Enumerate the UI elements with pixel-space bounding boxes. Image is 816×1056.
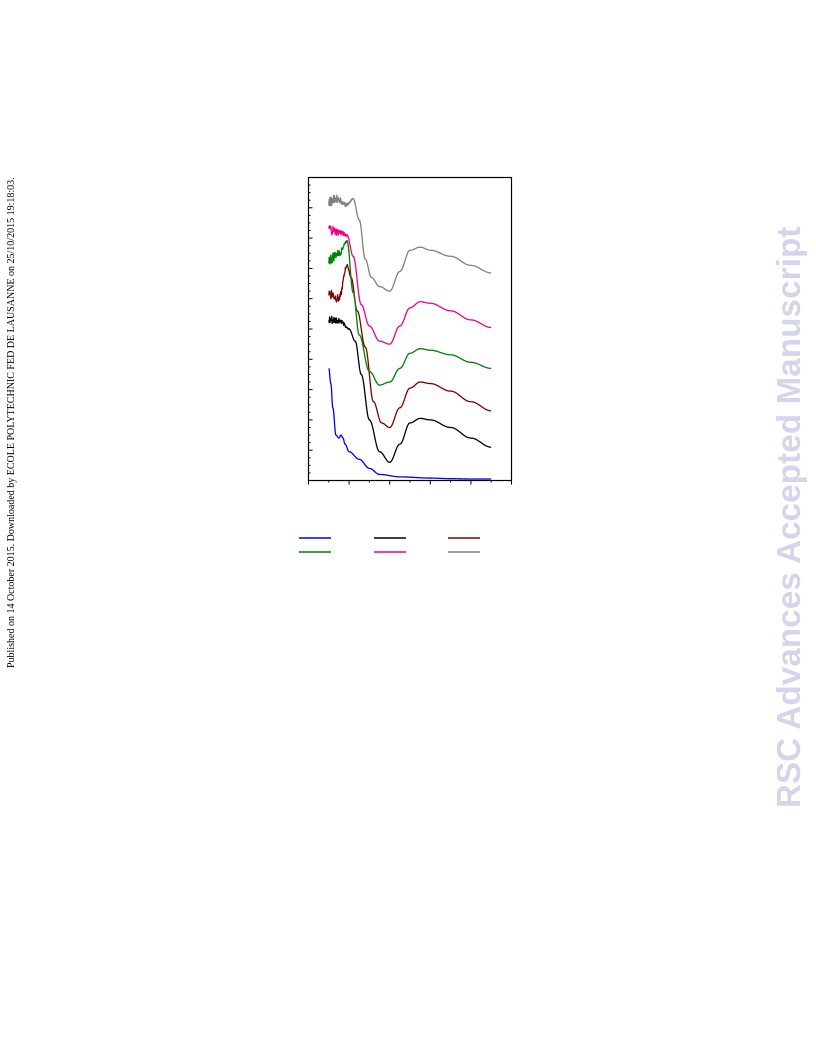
series-line-4: [328, 239, 492, 386]
series-line-1: [328, 367, 492, 480]
series-line-2: [328, 315, 492, 463]
chart-series-group: [328, 194, 492, 480]
legend: [299, 537, 480, 553]
plot-frame: [307, 176, 513, 482]
series-line-5: [328, 225, 492, 345]
axis-ticks: [308, 177, 512, 485]
series-line-6: [328, 194, 492, 292]
series-line-3: [328, 263, 492, 429]
